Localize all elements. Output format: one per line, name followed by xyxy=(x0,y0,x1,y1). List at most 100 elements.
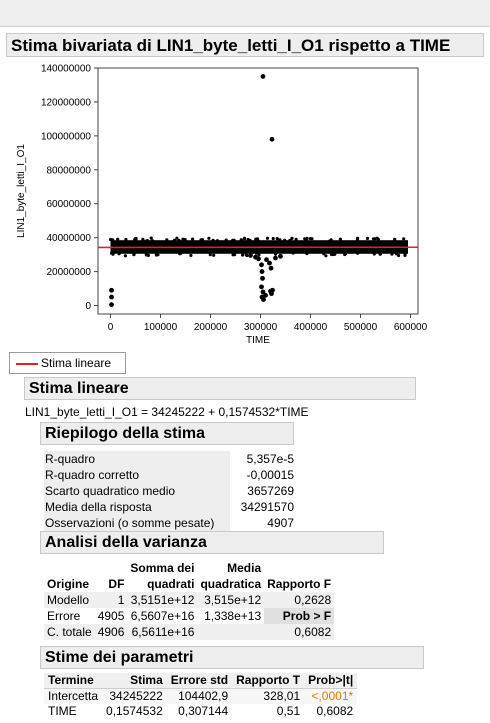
legend-label: Stima lineare xyxy=(41,356,112,370)
x-tick-label: 300000 xyxy=(244,322,278,333)
y-tick-label: 40000000 xyxy=(47,233,92,244)
anova-cell: 1,338e+13 xyxy=(204,609,262,623)
data-point xyxy=(151,239,155,243)
x-tick-label: 100000 xyxy=(144,322,178,333)
anova-cell: 4905 xyxy=(97,609,125,623)
anova-col-origine xyxy=(44,560,95,576)
summary-value: 34291570 xyxy=(240,500,294,514)
scatter-plot[interactable]: 0200000004000000060000000800000001000000… xyxy=(0,60,440,347)
x-axis-label: TIME xyxy=(246,335,270,345)
anova-col-ss: quadrati xyxy=(147,577,195,591)
data-point xyxy=(294,237,298,241)
anova-col-df-top xyxy=(95,560,128,576)
summary-row: R-quadro corretto -0,00015 xyxy=(44,467,294,483)
data-point xyxy=(124,237,128,242)
data-point xyxy=(378,252,383,256)
anova-col-f: Rapporto F xyxy=(267,577,332,591)
data-point xyxy=(267,260,272,266)
summary-value: 3657269 xyxy=(247,484,294,498)
data-point xyxy=(172,238,177,242)
y-tick-label: 60000000 xyxy=(47,199,92,210)
x-tick-label: 400000 xyxy=(294,322,328,333)
data-point xyxy=(275,237,279,241)
anova-col-df: DF xyxy=(108,577,125,591)
anova-cell: 6,5607e+16 xyxy=(130,609,195,623)
data-point xyxy=(288,238,292,242)
data-point xyxy=(246,237,250,242)
data-point xyxy=(264,257,269,263)
params-section-header[interactable]: Stime dei parametri xyxy=(40,646,424,669)
data-point xyxy=(290,236,294,240)
report-title[interactable]: Stima bivariata di LIN1_byte_letti_I_O1 … xyxy=(6,33,484,57)
params-col-p: Prob>|t| xyxy=(304,673,358,689)
summary-row: Scarto quadratico medio 3657269 xyxy=(44,483,294,499)
anova-row-modello: Modello 1 3,5151e+12 3,515e+12 0,2628 xyxy=(44,592,335,608)
anova-cell: 3,5151e+12 xyxy=(127,592,198,608)
anova-cell: Errore xyxy=(47,609,81,623)
legend-line-swatch xyxy=(16,363,38,365)
summary-label: Osservazioni (o somme pesate) xyxy=(44,515,230,531)
data-point xyxy=(109,302,114,308)
data-point xyxy=(278,253,283,259)
data-point xyxy=(241,253,245,257)
data-point xyxy=(333,252,337,256)
anova-col-ss-top: Somma dei xyxy=(130,561,195,575)
data-point xyxy=(149,236,153,240)
data-point xyxy=(212,253,216,257)
data-point xyxy=(305,252,309,256)
anova-prob-f-value: 0,6082 xyxy=(264,624,335,640)
data-point xyxy=(269,136,275,142)
data-point xyxy=(232,238,236,242)
anova-col-ms-top: Media xyxy=(227,561,262,575)
anova-col-f-top xyxy=(264,560,334,576)
y-tick-label: 80000000 xyxy=(47,165,92,176)
anova-section-header[interactable]: Analisi della varianza xyxy=(40,531,384,554)
summary-row: Media della risposta 34291570 xyxy=(44,499,294,515)
data-point xyxy=(393,237,397,241)
fit-equation: LIN1_byte_letti_I_O1 = 34245222 + 0,1574… xyxy=(25,405,309,419)
summary-value: 5,357e-5 xyxy=(246,452,294,466)
summary-value: -0,00015 xyxy=(246,468,294,482)
data-point xyxy=(260,275,265,281)
anova-cell: 3,515e+12 xyxy=(197,592,265,608)
anova-table: Somma dei Media Origine DF quadrati quad… xyxy=(44,560,335,640)
data-point xyxy=(261,297,266,302)
params-col-t: Rapporto T xyxy=(232,673,305,689)
data-point xyxy=(403,251,407,255)
summary-section-header[interactable]: Riepilogo della stima xyxy=(40,422,294,445)
params-table: Termine Stima Errore std Rapporto T Prob… xyxy=(44,673,358,719)
data-point xyxy=(256,256,261,262)
summary-table: R-quadro 5,357e-5 R-quadro corretto -0,0001… xyxy=(44,451,294,531)
data-point xyxy=(257,253,261,257)
data-point xyxy=(109,294,114,300)
data-point xyxy=(189,253,193,257)
anova-row-totale: C. totale 4906 6,5611e+16 0,6082 xyxy=(44,624,335,640)
anova-cell: 6,5611e+16 xyxy=(127,624,198,640)
data-point xyxy=(134,236,138,241)
legend[interactable]: Stima lineare xyxy=(9,352,126,374)
data-point xyxy=(260,289,266,295)
data-point xyxy=(402,237,406,241)
params-cell: 0,307144 xyxy=(178,704,229,718)
data-point xyxy=(291,251,295,255)
params-cell: 0,51 xyxy=(276,704,301,718)
y-tick-label: 100000000 xyxy=(41,131,91,142)
data-point xyxy=(376,237,380,241)
data-point xyxy=(117,252,121,256)
anova-cell: 1 xyxy=(94,592,128,608)
anova-col-origine-label: Origine xyxy=(47,577,90,591)
data-point xyxy=(310,237,314,241)
data-point xyxy=(211,238,215,242)
data-point xyxy=(254,251,258,255)
data-point xyxy=(208,253,212,257)
data-point xyxy=(108,237,113,242)
anova-prob-f-label: Prob > F xyxy=(264,608,335,624)
data-point xyxy=(324,254,328,258)
y-tick-label: 140000000 xyxy=(41,64,91,75)
fit-section-header[interactable]: Stima lineare xyxy=(24,377,416,400)
anova-cell: 4906 xyxy=(94,624,128,640)
data-point xyxy=(270,287,275,293)
data-point xyxy=(181,237,185,241)
data-point xyxy=(156,253,160,257)
data-point xyxy=(373,237,377,241)
